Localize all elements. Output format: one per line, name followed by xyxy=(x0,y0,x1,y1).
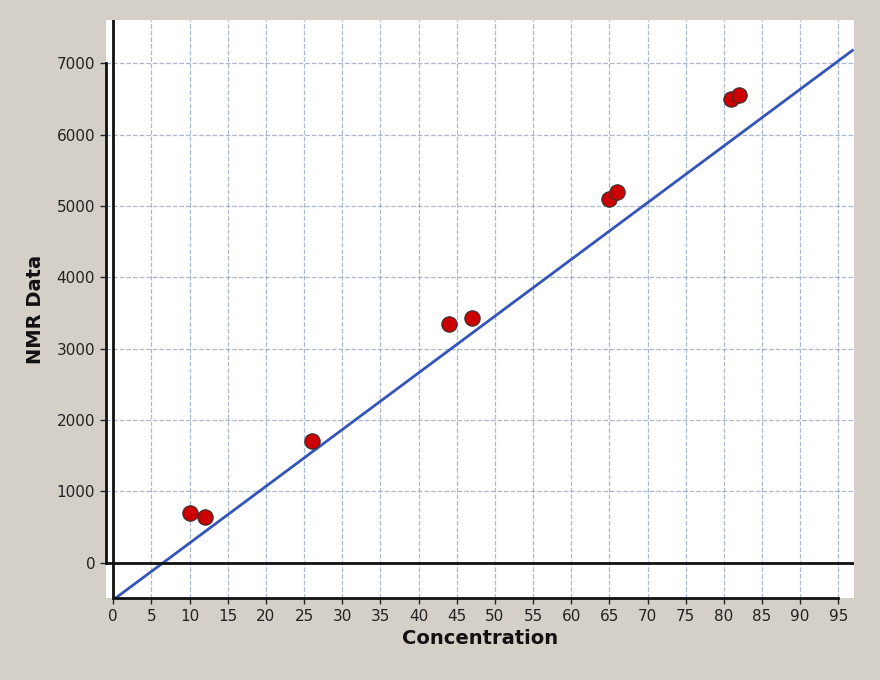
Point xyxy=(602,193,616,204)
Y-axis label: NMR Data: NMR Data xyxy=(26,255,46,364)
Point xyxy=(182,507,196,518)
Point xyxy=(442,318,456,329)
Point xyxy=(465,313,479,324)
Point xyxy=(198,511,212,522)
Point xyxy=(732,89,746,100)
Point xyxy=(724,93,738,104)
Point xyxy=(610,186,624,197)
Point xyxy=(304,436,319,447)
X-axis label: Concentration: Concentration xyxy=(401,630,558,648)
